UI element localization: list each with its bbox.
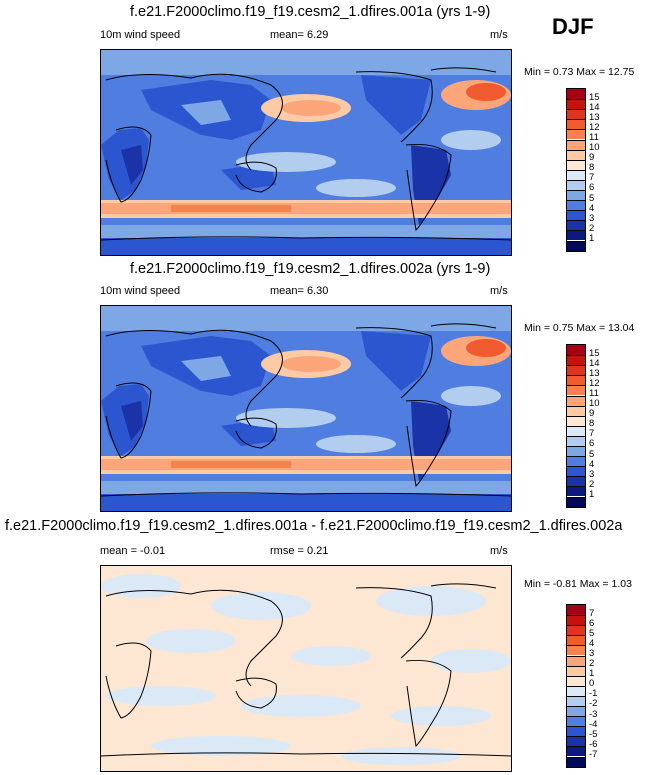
colorbar-tick: 7: [589, 172, 595, 183]
colorbar-tick: 1: [589, 233, 595, 244]
panel1-title: f.e21.F2000climo.f19_f19.cesm2_1.dfires.…: [130, 4, 491, 20]
colorbar-tick: 3: [589, 213, 595, 224]
panel1-variable: 10m wind speed: [100, 29, 181, 41]
colorbar-tick: 9: [589, 408, 595, 419]
panel2-colorbar: [566, 344, 586, 508]
colorbar-tick: 9: [589, 152, 595, 163]
panel3-units: m/s: [490, 545, 508, 557]
panel3-mean: mean = -0.01: [100, 545, 166, 557]
colorbar-tick: 12: [589, 378, 600, 389]
colorbar-tick: 2: [589, 223, 595, 234]
panel3-title: f.e21.F2000climo.f19_f19.cesm2_1.dfires.…: [5, 518, 623, 534]
colorbar-tick: 10: [589, 398, 600, 409]
colorbar-tick: 8: [589, 418, 595, 429]
panel2-title: f.e21.F2000climo.f19_f19.cesm2_1.dfires.…: [130, 261, 491, 277]
colorbar-tick: 3: [589, 648, 595, 659]
panel2-units: m/s: [490, 285, 508, 297]
colorbar-tick: 10: [589, 142, 600, 153]
colorbar-tick: 4: [589, 203, 595, 214]
panel1-wind-field: [101, 50, 511, 255]
colorbar-tick: 13: [589, 112, 600, 123]
colorbar-tick: -5: [589, 729, 598, 740]
colorbar-tick: -6: [589, 739, 598, 750]
panel2-mean: mean= 6.30: [270, 285, 329, 297]
panel2-map: [100, 305, 512, 512]
colorbar-tick: -3: [589, 709, 598, 720]
season-label: DJF: [552, 14, 594, 39]
colorbar-tick: 4: [589, 459, 595, 470]
colorbar-tick: 11: [589, 388, 599, 399]
colorbar-tick: 2: [589, 479, 595, 490]
colorbar-tick: 5: [589, 449, 595, 460]
colorbar-tick: 4: [589, 638, 595, 649]
panel1-units: m/s: [490, 29, 508, 41]
colorbar-tick: 12: [589, 122, 600, 133]
panel3-map: [100, 565, 512, 772]
colorbar-tick: 14: [589, 102, 600, 113]
panel3-difference-field: [101, 566, 511, 771]
panel2-minmax: Min = 0.75 Max = 13.04: [524, 322, 635, 334]
colorbar-tick: 13: [589, 368, 600, 379]
colorbar-tick: 6: [589, 438, 595, 449]
colorbar-tick: 11: [589, 132, 599, 143]
colorbar-tick: 3: [589, 469, 595, 480]
colorbar-tick: 2: [589, 658, 595, 669]
panel1-minmax: Min = 0.73 Max = 12.75: [524, 66, 635, 78]
colorbar-tick: 15: [589, 92, 600, 103]
colorbar-tick: 6: [589, 182, 595, 193]
colorbar-tick: 1: [589, 668, 595, 679]
panel1-map: [100, 49, 512, 256]
colorbar-tick: 7: [589, 428, 595, 439]
colorbar-tick: 5: [589, 628, 595, 639]
panel2-wind-field: [101, 306, 511, 511]
colorbar-tick: -4: [589, 719, 598, 730]
colorbar-tick: 8: [589, 162, 595, 173]
colorbar-tick: 7: [589, 608, 595, 619]
panel2-variable: 10m wind speed: [100, 285, 181, 297]
colorbar-tick: 14: [589, 358, 600, 369]
colorbar-tick: -7: [589, 749, 598, 760]
panel1-mean: mean= 6.29: [270, 29, 329, 41]
colorbar-tick: 6: [589, 618, 595, 629]
panel1-colorbar: [566, 88, 586, 252]
colorbar-tick: 1: [589, 489, 595, 500]
colorbar-tick: -1: [589, 688, 598, 699]
colorbar-tick: 0: [589, 678, 595, 689]
panel3-colorbar: [566, 604, 586, 768]
panel3-rmse: rmse = 0.21: [270, 545, 329, 557]
colorbar-tick: 5: [589, 193, 595, 204]
panel3-minmax: Min = -0.81 Max = 1.03: [524, 578, 632, 590]
colorbar-tick: 15: [589, 348, 600, 359]
colorbar-tick: -2: [589, 698, 598, 709]
